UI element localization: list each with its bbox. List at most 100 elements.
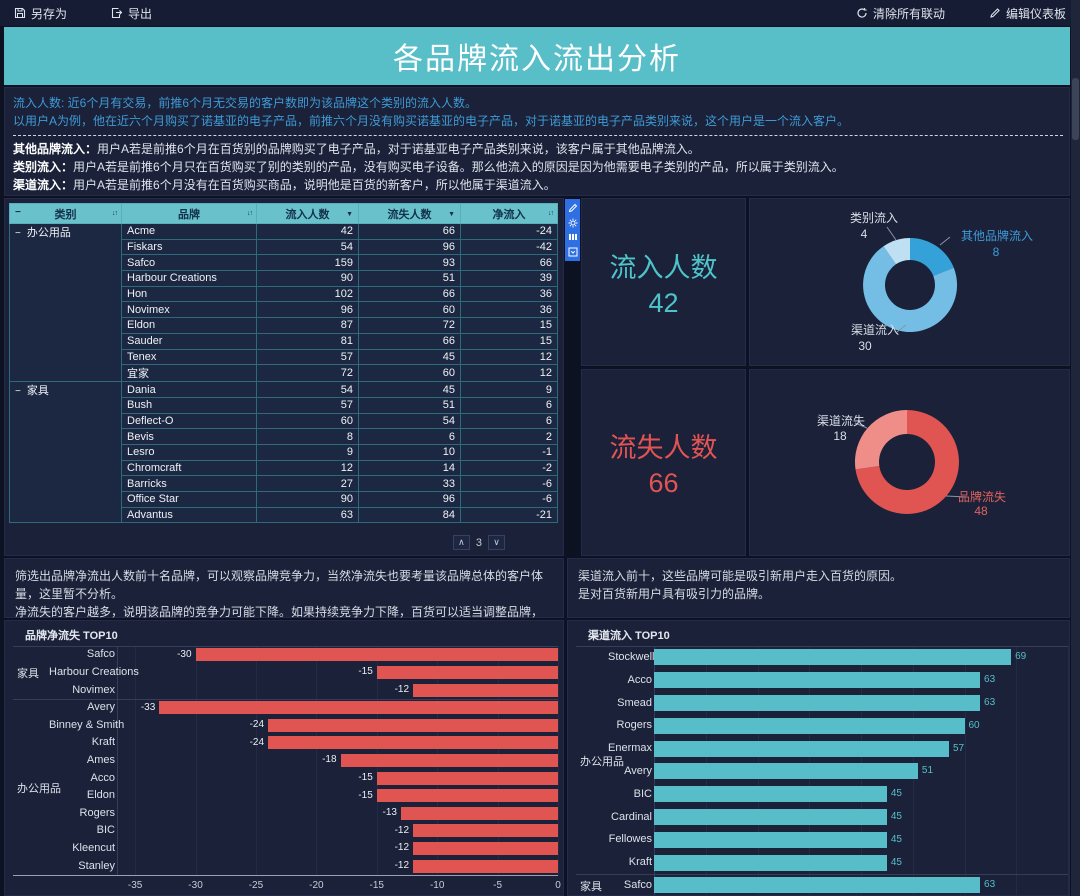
brand-cell[interactable]: Novimex	[121, 301, 257, 319]
value-cell[interactable]: 2	[460, 428, 558, 445]
edit-icon[interactable]	[568, 203, 578, 213]
donut-slice[interactable]	[883, 238, 911, 265]
brand-cell[interactable]: Office Star	[121, 491, 257, 508]
value-cell[interactable]: 12	[256, 459, 359, 477]
value-cell[interactable]: 27	[256, 475, 359, 492]
clear-linkage-button[interactable]: 清除所有联动	[856, 5, 945, 22]
value-cell[interactable]: 66	[358, 332, 461, 350]
value-cell[interactable]: -21	[460, 506, 558, 524]
column-header-inflow[interactable]: 流入人数 ▼	[256, 203, 359, 224]
category-cell[interactable]: − 办公用品	[9, 222, 122, 383]
value-cell[interactable]: -6	[460, 491, 558, 508]
value-cell[interactable]: 45	[358, 381, 461, 398]
detail-icon[interactable]	[568, 232, 578, 242]
bar[interactable]	[654, 740, 949, 757]
value-cell[interactable]: 15	[460, 332, 558, 350]
value-cell[interactable]: 57	[256, 396, 359, 414]
collapse-icon[interactable]: −	[15, 228, 21, 239]
value-cell[interactable]: 8	[256, 428, 359, 445]
collapse-icon[interactable]: −	[15, 386, 21, 398]
brand-cell[interactable]: Safco	[121, 254, 257, 272]
bar[interactable]	[413, 824, 558, 838]
bar[interactable]	[654, 717, 965, 734]
value-cell[interactable]: -42	[460, 238, 558, 256]
value-cell[interactable]: 54	[256, 381, 359, 398]
inflow-kpi-card[interactable]: 流入人数 42	[581, 198, 746, 366]
value-cell[interactable]: 9	[460, 381, 558, 398]
bar[interactable]	[195, 648, 558, 662]
outflow-kpi-card[interactable]: 流失人数 66	[581, 369, 746, 556]
brand-cell[interactable]: Eldon	[121, 317, 257, 334]
edit-dashboard-button[interactable]: 编辑仪表板	[989, 5, 1066, 22]
value-cell[interactable]: -24	[460, 223, 558, 240]
collapse-box-icon[interactable]	[568, 247, 578, 257]
value-cell[interactable]: 15	[460, 317, 558, 334]
brand-cell[interactable]: Barricks	[121, 475, 257, 492]
value-cell[interactable]: 6	[358, 428, 461, 445]
brand-cell[interactable]: Fiskars	[121, 238, 257, 256]
value-cell[interactable]: 87	[256, 317, 359, 334]
donut-slice[interactable]	[854, 410, 907, 470]
value-cell[interactable]: 45	[358, 348, 461, 366]
value-cell[interactable]: 159	[256, 254, 359, 272]
sort-icon[interactable]: ↓↑	[112, 210, 118, 217]
bar[interactable]	[413, 859, 558, 873]
bar[interactable]	[654, 786, 887, 803]
bar[interactable]	[413, 683, 558, 697]
collapse-icon[interactable]: −	[15, 207, 21, 218]
bar[interactable]	[654, 877, 981, 894]
bar[interactable]	[654, 854, 887, 871]
value-cell[interactable]: 42	[256, 223, 359, 240]
value-cell[interactable]: 66	[460, 254, 558, 272]
value-cell[interactable]: 36	[460, 285, 558, 303]
value-cell[interactable]: -6	[460, 475, 558, 492]
brand-cell[interactable]: Advantus	[121, 506, 257, 524]
brand-cell[interactable]: Bevis	[121, 428, 257, 445]
value-cell[interactable]: 12	[460, 364, 558, 383]
bar[interactable]	[340, 753, 558, 767]
value-cell[interactable]: 54	[358, 412, 461, 430]
filter-icon[interactable]: ▼	[448, 211, 455, 218]
value-cell[interactable]: 14	[358, 459, 461, 477]
brand-cell[interactable]: Tenex	[121, 348, 257, 366]
sort-icon[interactable]: ↓↑	[247, 210, 253, 217]
value-cell[interactable]: 81	[256, 332, 359, 350]
value-cell[interactable]: 84	[358, 506, 461, 524]
brand-cell[interactable]: Sauder	[121, 332, 257, 350]
bar[interactable]	[376, 665, 558, 679]
value-cell[interactable]: 96	[358, 491, 461, 508]
value-cell[interactable]: 66	[358, 223, 461, 240]
value-cell[interactable]: 51	[358, 396, 461, 414]
value-cell[interactable]: 102	[256, 285, 359, 303]
value-cell[interactable]: 36	[460, 301, 558, 319]
value-cell[interactable]: 57	[256, 348, 359, 366]
scrollbar-thumb[interactable]	[1072, 78, 1079, 140]
brand-cell[interactable]: Dania	[121, 381, 257, 398]
value-cell[interactable]: 93	[358, 254, 461, 272]
brand-cell[interactable]: Deflect-O	[121, 412, 257, 430]
brand-cell[interactable]: Hon	[121, 285, 257, 303]
bar[interactable]	[376, 771, 558, 785]
value-cell[interactable]: 39	[460, 270, 558, 287]
brand-cell[interactable]: Harbour Creations	[121, 270, 257, 287]
export-button[interactable]: 导出	[111, 5, 152, 22]
brand-cell[interactable]: Acme	[121, 223, 257, 240]
value-cell[interactable]: 9	[256, 443, 359, 461]
bar[interactable]	[654, 831, 887, 848]
value-cell[interactable]: 90	[256, 270, 359, 287]
value-cell[interactable]: -1	[460, 443, 558, 461]
value-cell[interactable]: 10	[358, 443, 461, 461]
settings-icon[interactable]	[568, 218, 578, 228]
bar[interactable]	[654, 809, 887, 825]
page-down-button[interactable]: ∨	[488, 535, 505, 550]
scrollbar[interactable]	[1071, 0, 1080, 896]
value-cell[interactable]: 63	[256, 506, 359, 524]
category-cell[interactable]: − 家具	[9, 381, 122, 524]
donut-slice[interactable]	[863, 246, 958, 332]
brand-cell[interactable]: Bush	[121, 396, 257, 414]
bar[interactable]	[268, 736, 558, 750]
value-cell[interactable]: 54	[256, 238, 359, 256]
donut-slice[interactable]	[910, 237, 954, 276]
bar[interactable]	[654, 649, 1012, 666]
value-cell[interactable]: 6	[460, 412, 558, 430]
